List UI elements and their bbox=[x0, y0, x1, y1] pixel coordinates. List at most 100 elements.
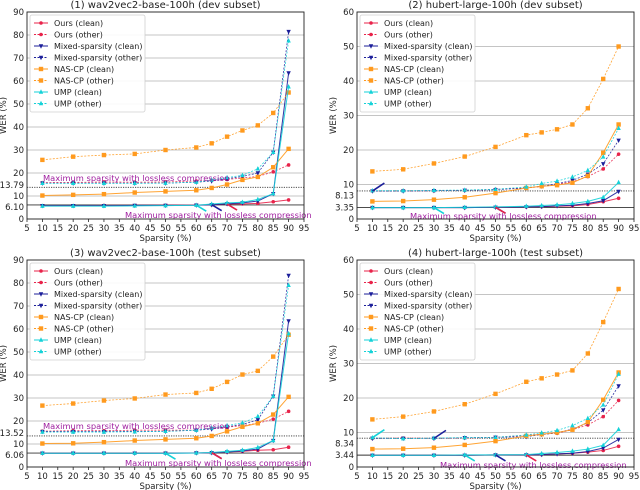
data-point bbox=[101, 191, 107, 197]
y-tick-label: 60 bbox=[343, 256, 354, 266]
x-tick-label: 55 bbox=[175, 472, 186, 482]
x-tick-label: 45 bbox=[475, 472, 486, 482]
series-nas-cp-other bbox=[40, 90, 291, 163]
legend-item: Mixed-sparsity (clean) bbox=[34, 42, 143, 51]
legend-marker bbox=[368, 78, 374, 83]
x-tick-label: 80 bbox=[252, 224, 263, 234]
y-axis-label: WER (%) bbox=[0, 345, 9, 382]
x-tick-label: 10 bbox=[37, 472, 48, 482]
data-point bbox=[70, 180, 76, 186]
data-point bbox=[286, 319, 291, 324]
legend-marker bbox=[38, 100, 44, 106]
y-tick-label: 30 bbox=[13, 394, 24, 404]
x-tick-label: 95 bbox=[299, 472, 310, 482]
legend-marker bbox=[369, 32, 373, 37]
annotation-arrow bbox=[525, 454, 537, 462]
data-point bbox=[286, 84, 291, 89]
data-point bbox=[616, 384, 621, 389]
data-point bbox=[462, 204, 467, 209]
series-ump-clean bbox=[370, 179, 621, 210]
y-tick-label: 40 bbox=[343, 325, 354, 335]
legend-marker bbox=[369, 280, 373, 285]
legend-label: UMP (clean) bbox=[384, 88, 432, 97]
data-point bbox=[240, 172, 245, 177]
x-tick-label: 20 bbox=[68, 224, 79, 234]
x-tick-label: 80 bbox=[252, 472, 263, 482]
data-point bbox=[286, 90, 291, 95]
data-point bbox=[462, 402, 467, 407]
x-tick-label: 5 bbox=[354, 224, 359, 234]
series-ump-other bbox=[370, 125, 621, 193]
data-point bbox=[255, 196, 261, 202]
legend: Ours (clean) Ours (other) Mixed-sparsity (… bbox=[29, 262, 146, 361]
data-point bbox=[616, 371, 621, 376]
data-point bbox=[431, 161, 437, 166]
legend-item: Ours (other) bbox=[364, 279, 433, 288]
series-ours-other bbox=[370, 398, 621, 441]
data-point bbox=[524, 132, 529, 138]
legend-marker bbox=[38, 326, 44, 331]
data-point bbox=[240, 177, 245, 183]
data-point bbox=[132, 396, 137, 401]
data-point bbox=[570, 200, 575, 206]
series-line bbox=[372, 182, 619, 209]
data-point bbox=[163, 147, 168, 153]
data-point bbox=[209, 386, 214, 391]
data-point bbox=[400, 436, 406, 441]
data-point bbox=[240, 199, 245, 204]
y-tick-label: 10 bbox=[343, 429, 354, 439]
data-point bbox=[271, 170, 276, 174]
data-point bbox=[370, 199, 375, 204]
series-nas-cp-other bbox=[370, 286, 621, 422]
y-tick-label: 20 bbox=[13, 169, 24, 179]
x-tick-label: 30 bbox=[429, 224, 440, 234]
legend-item: UMP (clean) bbox=[34, 336, 102, 345]
data-point bbox=[601, 414, 606, 419]
legend: Ours (clean) Ours (other) Mixed-sparsity (… bbox=[359, 14, 476, 113]
data-point bbox=[132, 429, 137, 434]
x-tick-label: 55 bbox=[175, 224, 186, 234]
x-tick-label: 30 bbox=[99, 472, 110, 482]
data-point bbox=[286, 29, 291, 35]
series-line bbox=[372, 372, 620, 450]
data-point bbox=[70, 429, 76, 434]
series-line bbox=[42, 396, 289, 445]
x-tick-label: 25 bbox=[413, 224, 424, 234]
legend: Ours (clean) Ours (other) Mixed-sparsity (… bbox=[359, 262, 476, 361]
data-point bbox=[570, 180, 575, 185]
x-tick-label: 5 bbox=[354, 472, 359, 482]
data-point bbox=[101, 203, 107, 208]
legend-item: Ours (other) bbox=[34, 279, 103, 288]
data-point bbox=[570, 448, 575, 453]
annotation-arrow bbox=[433, 429, 447, 440]
series-line bbox=[42, 148, 289, 197]
data-point bbox=[271, 417, 276, 421]
legend-marker bbox=[38, 44, 44, 49]
x-tick-label: 75 bbox=[237, 224, 248, 234]
x-tick-label: 75 bbox=[237, 472, 248, 482]
x-tick-label: 45 bbox=[145, 224, 156, 234]
legend-label: Ours (clean) bbox=[54, 267, 103, 276]
x-tick-label: 20 bbox=[398, 472, 409, 482]
data-point bbox=[370, 452, 375, 457]
data-point bbox=[40, 403, 45, 408]
x-tick-label: 30 bbox=[99, 224, 110, 234]
subplot-title: (4) hubert-large-100h (test subset) bbox=[408, 248, 583, 259]
x-tick-label: 65 bbox=[536, 472, 547, 482]
data-point bbox=[286, 146, 291, 152]
x-tick-label: 75 bbox=[567, 224, 578, 234]
legend-item: Ours (clean) bbox=[34, 267, 103, 276]
legend-item: NAS-CP (clean) bbox=[34, 65, 114, 74]
data-point bbox=[132, 180, 137, 186]
data-point bbox=[616, 44, 621, 49]
data-point bbox=[240, 128, 245, 133]
data-point bbox=[255, 444, 261, 450]
legend-label: Ours (other) bbox=[54, 279, 103, 288]
data-point bbox=[616, 286, 621, 292]
series-ump-clean bbox=[370, 426, 621, 457]
x-tick-label: 60 bbox=[521, 224, 532, 234]
subplot-title: (1) wav2vec2-base-100h (dev subset) bbox=[70, 0, 260, 11]
legend-marker bbox=[368, 292, 374, 297]
legend-item: Mixed-sparsity (clean) bbox=[364, 290, 473, 299]
y-tick-label: 90 bbox=[13, 256, 24, 266]
